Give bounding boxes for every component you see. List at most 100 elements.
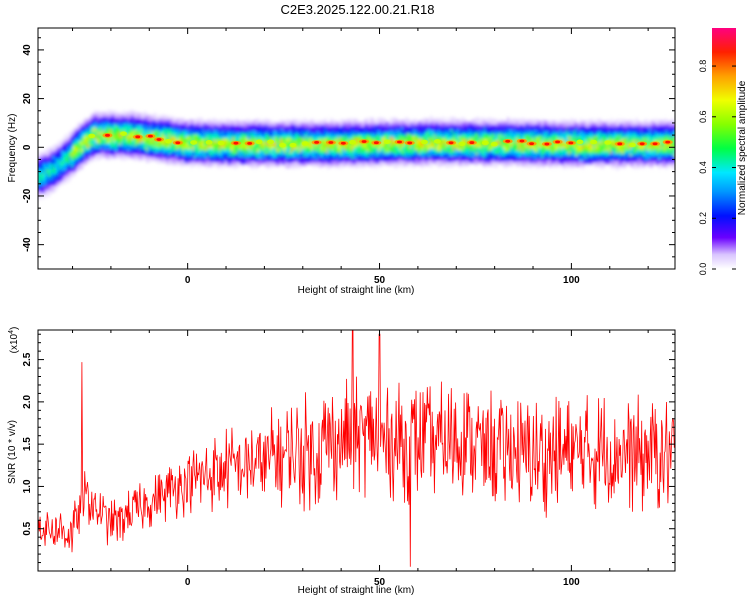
heatmap-cell (69, 136, 73, 142)
heatmap-cell (385, 145, 389, 151)
heatmap-cell (249, 158, 253, 164)
heatmap-cell (63, 165, 67, 171)
heatmap-cell (266, 146, 270, 152)
heatmap-cell (107, 138, 111, 144)
heatmap-cell (205, 120, 209, 126)
heatmap-cell (427, 148, 431, 154)
heatmap-cell (445, 133, 449, 139)
heatmap-cell (314, 122, 318, 128)
heatmap-cell (297, 122, 301, 128)
heatmap-cell (241, 152, 245, 158)
heatmap-cell (163, 127, 167, 133)
heatmap-cell (266, 156, 270, 162)
heatmap-cell (174, 117, 178, 123)
heatmap-cell (143, 116, 147, 122)
heatmap-cell (155, 139, 159, 145)
heatmap-cell (475, 135, 479, 141)
heatmap-cell (324, 151, 328, 157)
heatmap-cell (443, 151, 447, 157)
heatmap-cell (199, 136, 203, 142)
heatmap-cell (44, 164, 48, 170)
heatmap-cell (105, 111, 109, 117)
heatmap-cell (184, 148, 188, 154)
heatmap-cell (358, 127, 362, 133)
heatmap-cell (69, 155, 73, 161)
heatmap-cell (550, 119, 554, 125)
heatmap-cell (241, 136, 245, 142)
heatmap-cell (554, 133, 558, 139)
heatmap-cell (289, 129, 293, 135)
heatmap-cell (165, 145, 169, 151)
heatmap-cell (537, 125, 541, 131)
heatmap-cell (518, 118, 522, 124)
heatmap-cell (328, 129, 332, 135)
heatmap-cell (209, 134, 213, 140)
heatmap-cell (86, 149, 90, 155)
heatmap-cell (529, 162, 533, 168)
heatmap-cell (260, 143, 264, 149)
heatmap-cell (502, 123, 506, 129)
heatmap-cell (61, 138, 65, 144)
heatmap-cell (40, 153, 44, 159)
heatmap-cell (203, 161, 207, 167)
heatmap-cell (508, 130, 512, 136)
heatmap-cell (335, 154, 339, 160)
heatmap-cell (472, 131, 476, 137)
heatmap-cell (316, 161, 320, 167)
heatmap-cell (222, 146, 226, 152)
heatmap-cell (278, 122, 282, 128)
heatmap-cell (341, 143, 345, 149)
heatmap-cell (189, 150, 193, 156)
heatmap-cell (418, 155, 422, 161)
heatmap-cell (155, 128, 159, 134)
heatmap-cell (78, 144, 82, 150)
heatmap-cell (525, 158, 529, 164)
heatmap-cell (414, 118, 418, 124)
heatmap-cell (161, 143, 165, 149)
heatmap-cell (124, 119, 128, 125)
heatmap-cell (86, 143, 90, 149)
heatmap-cell (86, 118, 90, 124)
heatmap-cell (422, 128, 426, 134)
heatmap-cell (464, 160, 468, 166)
heatmap-cell (176, 155, 180, 161)
heatmap-cell (95, 111, 99, 117)
heatmap-cell (404, 120, 408, 126)
heatmap-cell (268, 129, 272, 135)
heatmap-cell (347, 155, 351, 161)
heatmap-cell (449, 134, 453, 140)
heatmap-cell (539, 143, 543, 149)
heatmap-cell (441, 139, 445, 145)
heatmap-cell (119, 152, 123, 158)
heatmap-cell (485, 157, 489, 163)
heatmap-cell (226, 129, 230, 135)
heatmap-cell (226, 146, 230, 152)
heatmap-cell (418, 132, 422, 138)
heatmap-cell (161, 157, 165, 163)
heatmap-cell (406, 147, 410, 153)
heatmap-cell (82, 155, 86, 161)
heatmap-cell (473, 118, 477, 124)
heatmap-cell (203, 138, 207, 144)
heatmap-cell (61, 179, 65, 185)
heatmap-cell (157, 159, 161, 165)
heatmap-cell (232, 160, 236, 166)
heatmap-cell (157, 146, 161, 152)
heatmap-cell (285, 122, 289, 128)
heatmap-cell (57, 179, 61, 185)
heatmap-cell (324, 146, 328, 152)
heatmap-cell (546, 150, 550, 156)
heatmap-cell (224, 125, 228, 131)
heatmap-cell (69, 175, 73, 181)
heatmap-cell (364, 129, 368, 135)
heatmap-cell (552, 123, 556, 129)
heatmap-cell (74, 166, 78, 172)
heatmap-cell (360, 134, 364, 140)
heatmap-cell (498, 158, 502, 164)
heatmap-cell (521, 120, 525, 126)
heatmap-cell (537, 150, 541, 156)
heatmap-cell (387, 131, 391, 137)
heatmap-cell (260, 159, 264, 165)
heatmap-cell (447, 155, 451, 161)
heatmap-cell (218, 136, 222, 142)
